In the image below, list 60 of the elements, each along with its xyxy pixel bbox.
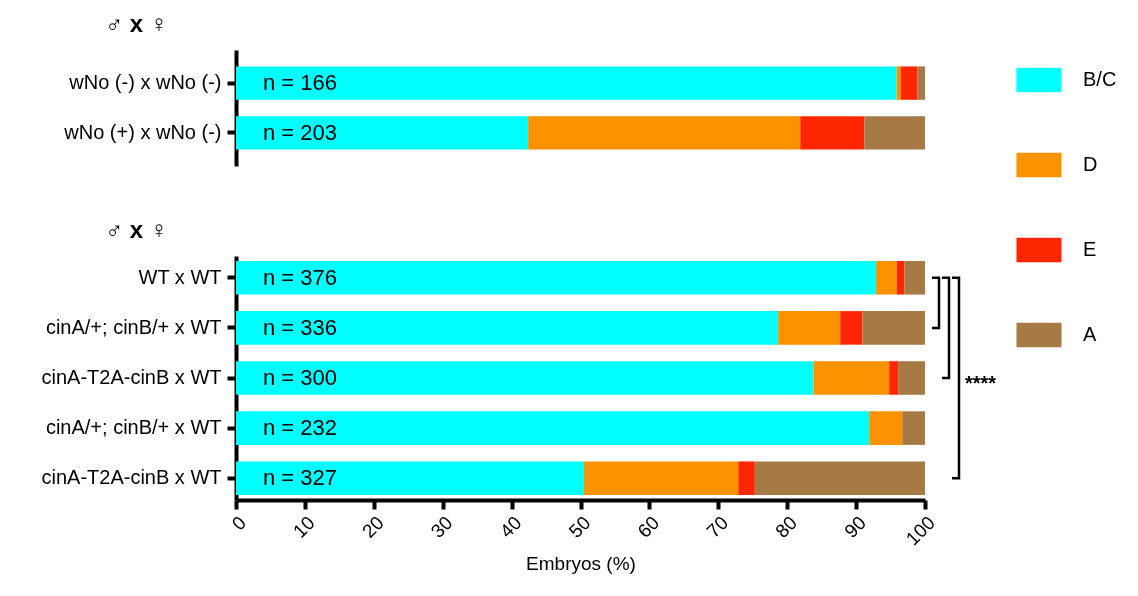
bar — [864, 116, 925, 150]
annotation: n = 203 — [263, 119, 338, 145]
x-tick-label: 10 — [289, 512, 319, 542]
bar — [813, 361, 890, 395]
bar — [800, 116, 865, 150]
x-tick-label: 60 — [633, 512, 664, 542]
bar — [583, 461, 739, 495]
annotation: n = 336 — [263, 314, 338, 340]
bar — [236, 411, 870, 445]
bar — [778, 311, 841, 345]
annotation: n = 232 — [263, 415, 338, 441]
y-tick-label: WT x WT — [138, 265, 222, 288]
legend-label: B/C — [1083, 68, 1117, 90]
legend-label: E — [1083, 238, 1097, 260]
legend-label: A — [1083, 323, 1097, 345]
bar — [236, 311, 779, 345]
x-tick-label: 30 — [426, 512, 457, 542]
bar — [236, 461, 584, 495]
x-tick-label: 80 — [771, 512, 802, 542]
bar — [917, 66, 925, 100]
annotation: n = 376 — [263, 264, 338, 290]
y-tick-label: cinA-T2A-cinB x WT — [41, 366, 222, 388]
y-axis-title: ♂ x ♀ — [105, 215, 168, 243]
bar — [896, 261, 905, 295]
y-tick-label: wNo (-) x wNo (-) — [68, 71, 222, 94]
legend-label: D — [1083, 153, 1098, 175]
x-axis-title: Embryos (%) — [526, 553, 636, 575]
bar — [869, 411, 903, 445]
annotation: n = 166 — [263, 70, 338, 96]
y-tick-label: cinA-T2A-cinB x WT — [41, 466, 222, 489]
y-axis-title: ♂ x ♀ — [105, 9, 168, 37]
bar — [876, 261, 897, 295]
annotation: n = 327 — [263, 465, 338, 491]
x-tick-label: 20 — [357, 512, 388, 542]
bar — [889, 361, 899, 395]
bar — [528, 116, 801, 150]
x-tick-label: 50 — [564, 512, 595, 542]
annotation: n = 300 — [263, 365, 338, 390]
bar — [898, 361, 925, 395]
bar — [840, 311, 863, 345]
text: **** — [965, 372, 997, 394]
bar — [904, 261, 925, 295]
bar — [738, 461, 755, 495]
y-tick-label: wNo (+) x wNo (-) — [63, 120, 222, 143]
bar — [236, 361, 814, 395]
x-tick-label: 100 — [901, 512, 939, 550]
x-tick-label: 90 — [840, 512, 871, 542]
x-tick-label: 70 — [702, 512, 733, 542]
bar — [236, 261, 877, 295]
x-tick-label: 0 — [227, 512, 250, 535]
x-tick-label: 40 — [495, 512, 526, 542]
bar — [900, 66, 918, 100]
bar — [862, 311, 925, 345]
y-tick-label: cinA/+; cinB/+ x WT — [45, 416, 222, 439]
bar — [236, 66, 897, 100]
bar — [236, 116, 529, 150]
y-tick-label: cinA/+; cinB/+ x WT — [45, 315, 222, 338]
bar — [902, 411, 925, 445]
bar — [896, 66, 901, 100]
bar — [754, 461, 925, 495]
